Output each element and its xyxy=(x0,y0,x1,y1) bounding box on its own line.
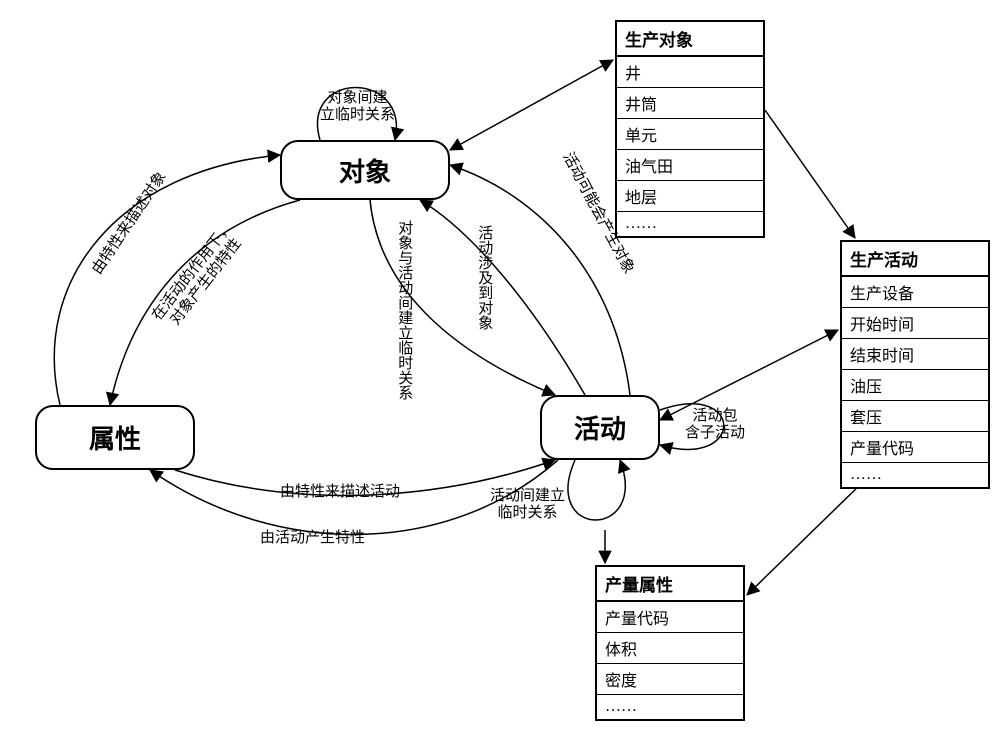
table-yield-attribute: 产量属性 产量代码 体积 密度 …… xyxy=(595,565,745,721)
table-row: …… xyxy=(597,695,743,719)
edge-obj-to-act-arc xyxy=(370,200,555,395)
edge-attr-to-act xyxy=(175,460,555,495)
table-row: …… xyxy=(617,212,763,236)
table-header: 生产活动 xyxy=(842,242,988,277)
edge-act-to-attr xyxy=(150,460,558,534)
edge-act-to-obj-2 xyxy=(450,165,630,395)
table-row: 地层 xyxy=(617,181,763,212)
edge-act-self2 xyxy=(568,460,625,520)
table-row: 开始时间 xyxy=(842,308,988,339)
edge-self-activity xyxy=(660,404,724,450)
table-production-object: 生产对象 井 井筒 单元 油气田 地层 …… xyxy=(615,20,765,238)
node-activity-label: 活动 xyxy=(574,409,626,446)
edge-act-to-tbl-act xyxy=(660,330,838,420)
node-object: 对象 xyxy=(280,140,450,200)
table-row: 密度 xyxy=(597,664,743,695)
node-activity: 活动 xyxy=(540,395,660,460)
table-header: 产量属性 xyxy=(597,567,743,602)
table-row: 油气田 xyxy=(617,150,763,181)
edge-obj-to-attr xyxy=(54,155,280,405)
table-row: 井 xyxy=(617,57,763,88)
edge-obj-to-tbl-obj xyxy=(450,60,613,150)
table-row: 产量代码 xyxy=(842,432,988,463)
table-row: 单元 xyxy=(617,119,763,150)
table-row: 套压 xyxy=(842,401,988,432)
edge-tbl-act-to-tbl-yield xyxy=(747,480,865,595)
table-row: …… xyxy=(842,463,988,487)
table-header: 生产对象 xyxy=(617,22,763,57)
node-object-label: 对象 xyxy=(339,152,391,189)
table-row: 油压 xyxy=(842,370,988,401)
table-production-activity: 生产活动 生产设备 开始时间 结束时间 油压 套压 产量代码 …… xyxy=(840,240,990,489)
table-row: 井筒 xyxy=(617,88,763,119)
table-row: 产量代码 xyxy=(597,602,743,633)
node-attribute: 属性 xyxy=(35,405,195,470)
node-attribute-label: 属性 xyxy=(89,419,141,456)
edge-self-object xyxy=(318,88,397,141)
edge-attr-to-obj xyxy=(110,200,300,405)
table-row: 生产设备 xyxy=(842,277,988,308)
edge-tbl-obj-to-tbl-act xyxy=(765,110,855,238)
table-row: 结束时间 xyxy=(842,339,988,370)
edge-act-to-obj-1 xyxy=(420,200,585,395)
table-row: 体积 xyxy=(597,633,743,664)
